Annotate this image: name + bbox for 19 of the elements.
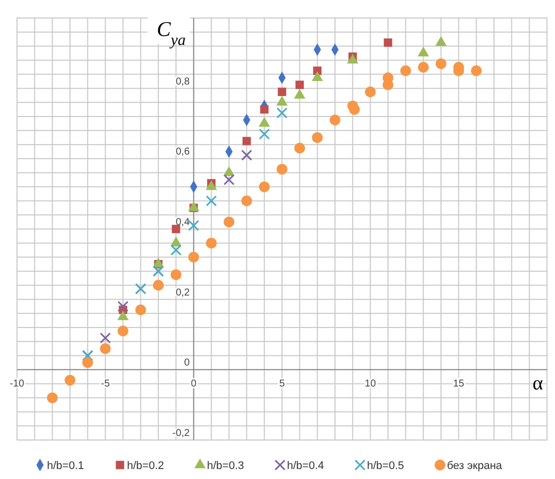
x-tick-label: -5 (100, 378, 110, 390)
legend-label: h/b=0.2 (127, 460, 164, 472)
y-tick-label: -0,2 (172, 428, 190, 439)
x-tick-label: 5 (279, 378, 286, 390)
x-axis-title: α (532, 372, 544, 395)
y-tick-label: 0,2 (176, 287, 190, 298)
y-tick-label: 0 (184, 358, 190, 369)
legend-label: h/b=0.3 (207, 460, 244, 472)
y-tick-label: 0,4 (176, 217, 190, 228)
legend-label: h/b=0.5 (367, 460, 404, 472)
y-tick-label: 0,8 (176, 76, 190, 88)
y-axis-title: C$_{ya}$ (156, 17, 186, 48)
legend-label: без экрана (447, 460, 503, 472)
legend-label: h/b=0.1 (47, 460, 84, 472)
legend-label: h/b=0.4 (287, 460, 324, 472)
x-tick-label: -10 (10, 378, 25, 390)
y-tick-label: 0,6 (176, 146, 190, 158)
x-tick-label: 10 (364, 378, 376, 390)
x-tick-label: 15 (453, 378, 465, 390)
